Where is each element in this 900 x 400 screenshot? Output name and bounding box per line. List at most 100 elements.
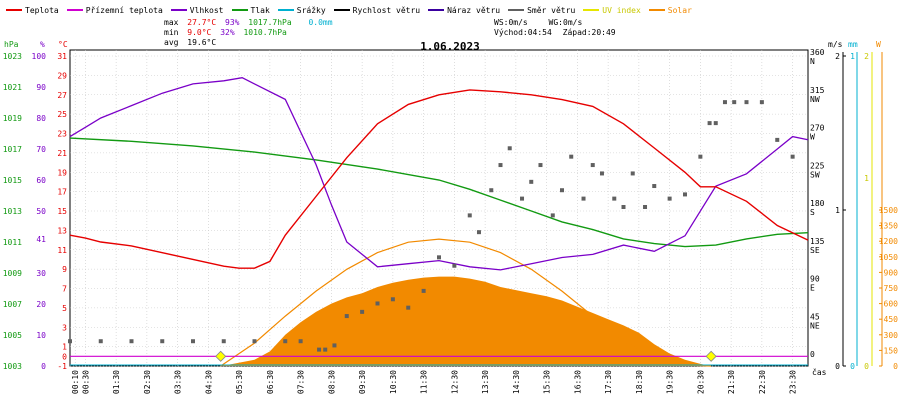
temp-tick-label: 13	[57, 226, 67, 235]
wind-dir-tick-label: E	[810, 284, 815, 293]
temp-tick-label: 9	[62, 265, 67, 274]
pressure-tick-label: 1021	[3, 83, 22, 92]
humidity-tick-label: 0	[41, 362, 46, 371]
wind-dir-tick-label: N	[810, 57, 815, 66]
legend-label: Tlak	[250, 5, 270, 15]
temp-tick-label: 1	[62, 343, 67, 352]
solar-area	[70, 276, 808, 366]
legend-swatch	[6, 9, 22, 11]
legend-label: Solar	[667, 5, 692, 15]
wind-dir-point	[713, 121, 718, 126]
temp-tick-label: 21	[57, 149, 67, 158]
solar-tick-label: 1350	[879, 222, 898, 231]
x-tick-label: 19:30	[666, 370, 675, 394]
x-tick-label: 02:30	[143, 370, 152, 394]
uv-tick-label: 0	[864, 362, 869, 371]
uv-tick-label: 1	[864, 174, 869, 183]
solar-tick-label: 900	[884, 268, 899, 277]
wind-gust-now: WG:0m/s	[548, 18, 583, 27]
legend: Teplota Přízemní teplota Vlhkost Tlak Srážky…	[6, 4, 692, 16]
temp-tick-label: -1	[57, 362, 67, 371]
wind-dir-point	[538, 163, 543, 168]
rain-tick-label: 1	[850, 52, 855, 61]
wind-dir-point	[476, 230, 481, 235]
solar-tick-label: 450	[884, 315, 899, 324]
wind-dir-point	[283, 339, 288, 344]
axis-title-hpa: hPa	[4, 40, 19, 49]
x-axis-title: čas	[812, 368, 827, 377]
max-hum: 93%	[225, 18, 240, 27]
avg-temp: 19.6°C	[187, 38, 217, 47]
wind-dir-point	[707, 121, 712, 126]
pressure-tick-label: 1013	[3, 207, 22, 216]
x-tick-label: 09:30	[358, 370, 367, 394]
max-label: max	[164, 18, 179, 27]
x-tick-label: 06:30	[266, 370, 275, 394]
temp-tick-label: 31	[57, 52, 67, 61]
wind-dir-point	[467, 213, 472, 218]
x-tick-label: 12:30	[450, 370, 459, 394]
x-tick-label: 11:30	[420, 370, 429, 394]
solar-tick-label: 300	[884, 331, 899, 340]
pressure-tick-label: 1015	[3, 176, 22, 185]
wind-dir-point	[630, 171, 635, 176]
wind-dir-point	[360, 309, 365, 314]
wind-dir-point	[790, 154, 795, 159]
axis-title-pct: %	[40, 40, 45, 49]
min-label: min	[164, 28, 179, 37]
legend-item: Solar	[648, 5, 692, 15]
temp-tick-label: 5	[62, 304, 67, 313]
temp-tick-label: 29	[57, 71, 67, 80]
humidity-tick-label: 70	[36, 145, 46, 154]
wind-dir-tick-label: 225	[810, 161, 825, 170]
sunrise-marker	[215, 350, 227, 362]
solar-tick-label: 1050	[879, 253, 898, 262]
wind-dir-point	[520, 196, 525, 201]
wind-speed-now: WS:0m/s	[494, 18, 528, 27]
legend-item: Směr větru	[508, 6, 575, 15]
legend-item: Přízemní teplota	[66, 6, 163, 15]
wind-dir-point	[437, 255, 441, 260]
pressure-tick-label: 1007	[3, 300, 22, 309]
legend-label: UV index	[602, 5, 641, 15]
wind-dir-point	[221, 339, 226, 344]
humidity-tick-label: 30	[36, 269, 46, 278]
wind-dir-tick-label: 135	[810, 237, 825, 246]
legend-label: Směr větru	[527, 5, 576, 15]
humidity-tick-label: 20	[36, 300, 46, 309]
humidity-tick-label: 10	[36, 331, 46, 340]
x-tick-label: 20:30	[696, 370, 705, 394]
wind-speed-tick-label: 1	[835, 206, 840, 215]
humidity-tick-label: 41	[36, 235, 46, 244]
temp-tick-label: 3	[62, 323, 67, 332]
wind-dir-point	[323, 347, 328, 352]
legend-swatch	[231, 9, 248, 11]
wind-dir-point	[507, 146, 512, 151]
wind-speed-tick-label: 0	[835, 362, 840, 371]
temp-tick-label: 15	[57, 207, 67, 216]
min-press: 1010.7hPa	[243, 28, 287, 37]
wind-dir-point	[129, 339, 134, 344]
wind-dir-point	[298, 339, 303, 344]
x-tick-label: 04:30	[204, 370, 213, 394]
legend-swatch	[648, 9, 665, 11]
x-tick-label: 00:30	[81, 370, 90, 394]
wind-dir-point	[406, 305, 411, 310]
sunrise-time: Východ:04:54	[494, 28, 552, 37]
legend-item: Vlhkost	[170, 6, 224, 15]
x-tick-label: 14:30	[512, 370, 521, 394]
wind-dir-point	[390, 297, 395, 302]
pressure-tick-label: 1023	[3, 52, 22, 61]
x-tick-label: 18:30	[635, 370, 644, 394]
axis-title-w: W	[876, 40, 881, 49]
pressure-line	[69, 137, 809, 248]
x-tick-label: 13:30	[481, 370, 490, 394]
legend-swatch	[66, 9, 83, 11]
x-tick-label: 08:30	[327, 370, 336, 394]
wind-dir-point	[652, 184, 657, 189]
wind-dir-point	[667, 196, 672, 201]
wind-dir-point	[550, 213, 555, 218]
x-tick-label: 07:30	[297, 370, 306, 394]
min-hum: 32%	[220, 28, 235, 37]
